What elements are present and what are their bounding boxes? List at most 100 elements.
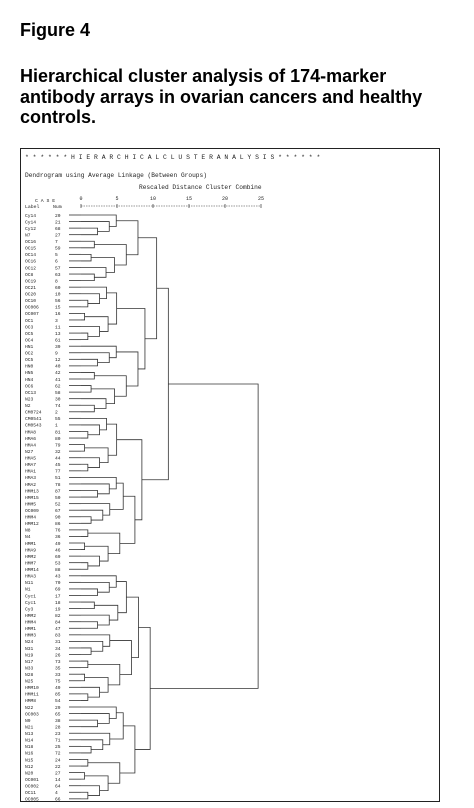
- case-label: N24: [25, 639, 34, 645]
- case-number: 85: [55, 692, 61, 698]
- case-label: CM0724: [25, 410, 42, 416]
- dendrogram-link: [81, 601, 95, 609]
- case-number: 82: [55, 613, 61, 619]
- case-number: 53: [55, 560, 61, 566]
- dendrogram-tree: [69, 214, 259, 800]
- dendrogram-link: [81, 214, 117, 227]
- dendrogram-link: [81, 352, 110, 363]
- dendrogram-link: [94, 604, 119, 621]
- case-label: HMM2: [25, 554, 36, 560]
- case-number: 57: [55, 265, 61, 271]
- case-number: 25: [55, 744, 61, 750]
- dendrogram-link: [81, 745, 92, 754]
- case-number: 19: [55, 606, 61, 612]
- case-number: 68: [55, 226, 61, 232]
- dendrogram-link: [84, 775, 109, 792]
- case-label: HMM13: [25, 488, 39, 494]
- dendrogram-link: [81, 555, 100, 567]
- case-label: HMM5: [25, 501, 36, 507]
- case-label: HN1: [25, 344, 34, 350]
- dendrogram-link: [81, 713, 110, 724]
- case-number: 84: [55, 620, 61, 626]
- case-number: 17: [55, 593, 61, 599]
- case-number: 16: [55, 311, 61, 317]
- case-label: CM0543: [25, 423, 42, 429]
- case-number: 72: [55, 751, 61, 757]
- dendrogram-link: [81, 404, 95, 413]
- case-label: N9: [25, 718, 31, 724]
- case-number: 38: [55, 718, 61, 724]
- case-number: 88: [55, 567, 61, 573]
- case-label: HN0: [25, 364, 34, 370]
- dendrogram-link: [81, 293, 100, 304]
- case-number: 18: [55, 600, 61, 606]
- case-label: HMM1: [25, 626, 36, 632]
- axis-tick-label: 5: [115, 196, 118, 202]
- case-number: 31: [55, 639, 61, 645]
- case-number: 30: [55, 396, 61, 402]
- case-label: N14: [25, 738, 34, 744]
- case-label: HMA3: [25, 574, 36, 580]
- dendrogram-link: [116, 220, 139, 256]
- dendrogram-panel: * * * * * * H I E R A R C H I C A L C L …: [20, 148, 440, 803]
- case-label: OC21: [25, 285, 36, 291]
- dendrogram-link: [84, 545, 109, 562]
- dendrogram-link: [119, 495, 136, 544]
- dendrogram-link: [81, 542, 85, 550]
- case-label: OC13: [25, 390, 36, 396]
- case-number: 80: [55, 436, 61, 442]
- dendrogram-link: [81, 477, 117, 490]
- case-label: OC16: [25, 239, 36, 245]
- case-label: OC1: [25, 318, 34, 324]
- method-line: Dendrogram using Average Linkage (Betwee…: [25, 172, 207, 179]
- case-number: 63: [55, 272, 61, 278]
- case-label: HMA5: [25, 456, 36, 462]
- case-number: 6: [55, 259, 58, 265]
- case-number: 39: [55, 344, 61, 350]
- dendrogram-link: [81, 299, 89, 308]
- case-number: 27: [55, 770, 61, 776]
- case-label: N19: [25, 652, 34, 658]
- scale-caption: Rescaled Distance Cluster Combine: [139, 184, 262, 191]
- dendrogram-link: [81, 634, 111, 647]
- case-number: 15: [55, 305, 61, 311]
- dendrogram-link: [81, 614, 110, 626]
- dendrogram-link: [81, 509, 104, 521]
- dendrogram-link: [81, 417, 107, 431]
- dendrogram-link: [94, 375, 127, 397]
- case-label: N13: [25, 731, 34, 737]
- case-number: 47: [55, 626, 61, 632]
- case-label: HMM14: [25, 567, 39, 573]
- case-number: 90: [55, 515, 61, 521]
- axis-tick-label: 20: [222, 196, 228, 202]
- case-number: 60: [55, 285, 61, 291]
- case-number: 65: [55, 711, 61, 717]
- case-number: 12: [55, 357, 61, 363]
- case-number: 1: [55, 423, 58, 429]
- case-label: N12: [25, 764, 34, 770]
- case-label: OC8: [25, 272, 34, 278]
- case-label: N31: [25, 646, 34, 652]
- dendrogram-link: [81, 483, 110, 495]
- case-label: OC5: [25, 331, 34, 337]
- case-number: 45: [55, 462, 61, 468]
- case-number: 33: [55, 672, 61, 678]
- case-label: N23: [25, 396, 34, 402]
- dendrogram-link: [137, 237, 158, 340]
- dendrogram-link: [81, 660, 89, 669]
- case-label: N11: [25, 580, 34, 586]
- case-number: 61: [55, 337, 61, 343]
- case-label: N17: [25, 659, 34, 665]
- case-number: 76: [55, 528, 61, 534]
- case-number: 27: [55, 232, 61, 238]
- case-label: OC2: [25, 351, 34, 357]
- case-number: 29: [55, 705, 61, 711]
- dendrogram-link: [94, 244, 127, 266]
- case-label: HMA9: [25, 547, 36, 553]
- case-label: OC009: [25, 508, 39, 514]
- case-label: OC007: [25, 311, 39, 317]
- case-number: 4: [55, 790, 58, 796]
- case-label: OC006: [25, 305, 39, 311]
- case-label: HMM10: [25, 685, 39, 691]
- dendrogram-link: [81, 791, 89, 800]
